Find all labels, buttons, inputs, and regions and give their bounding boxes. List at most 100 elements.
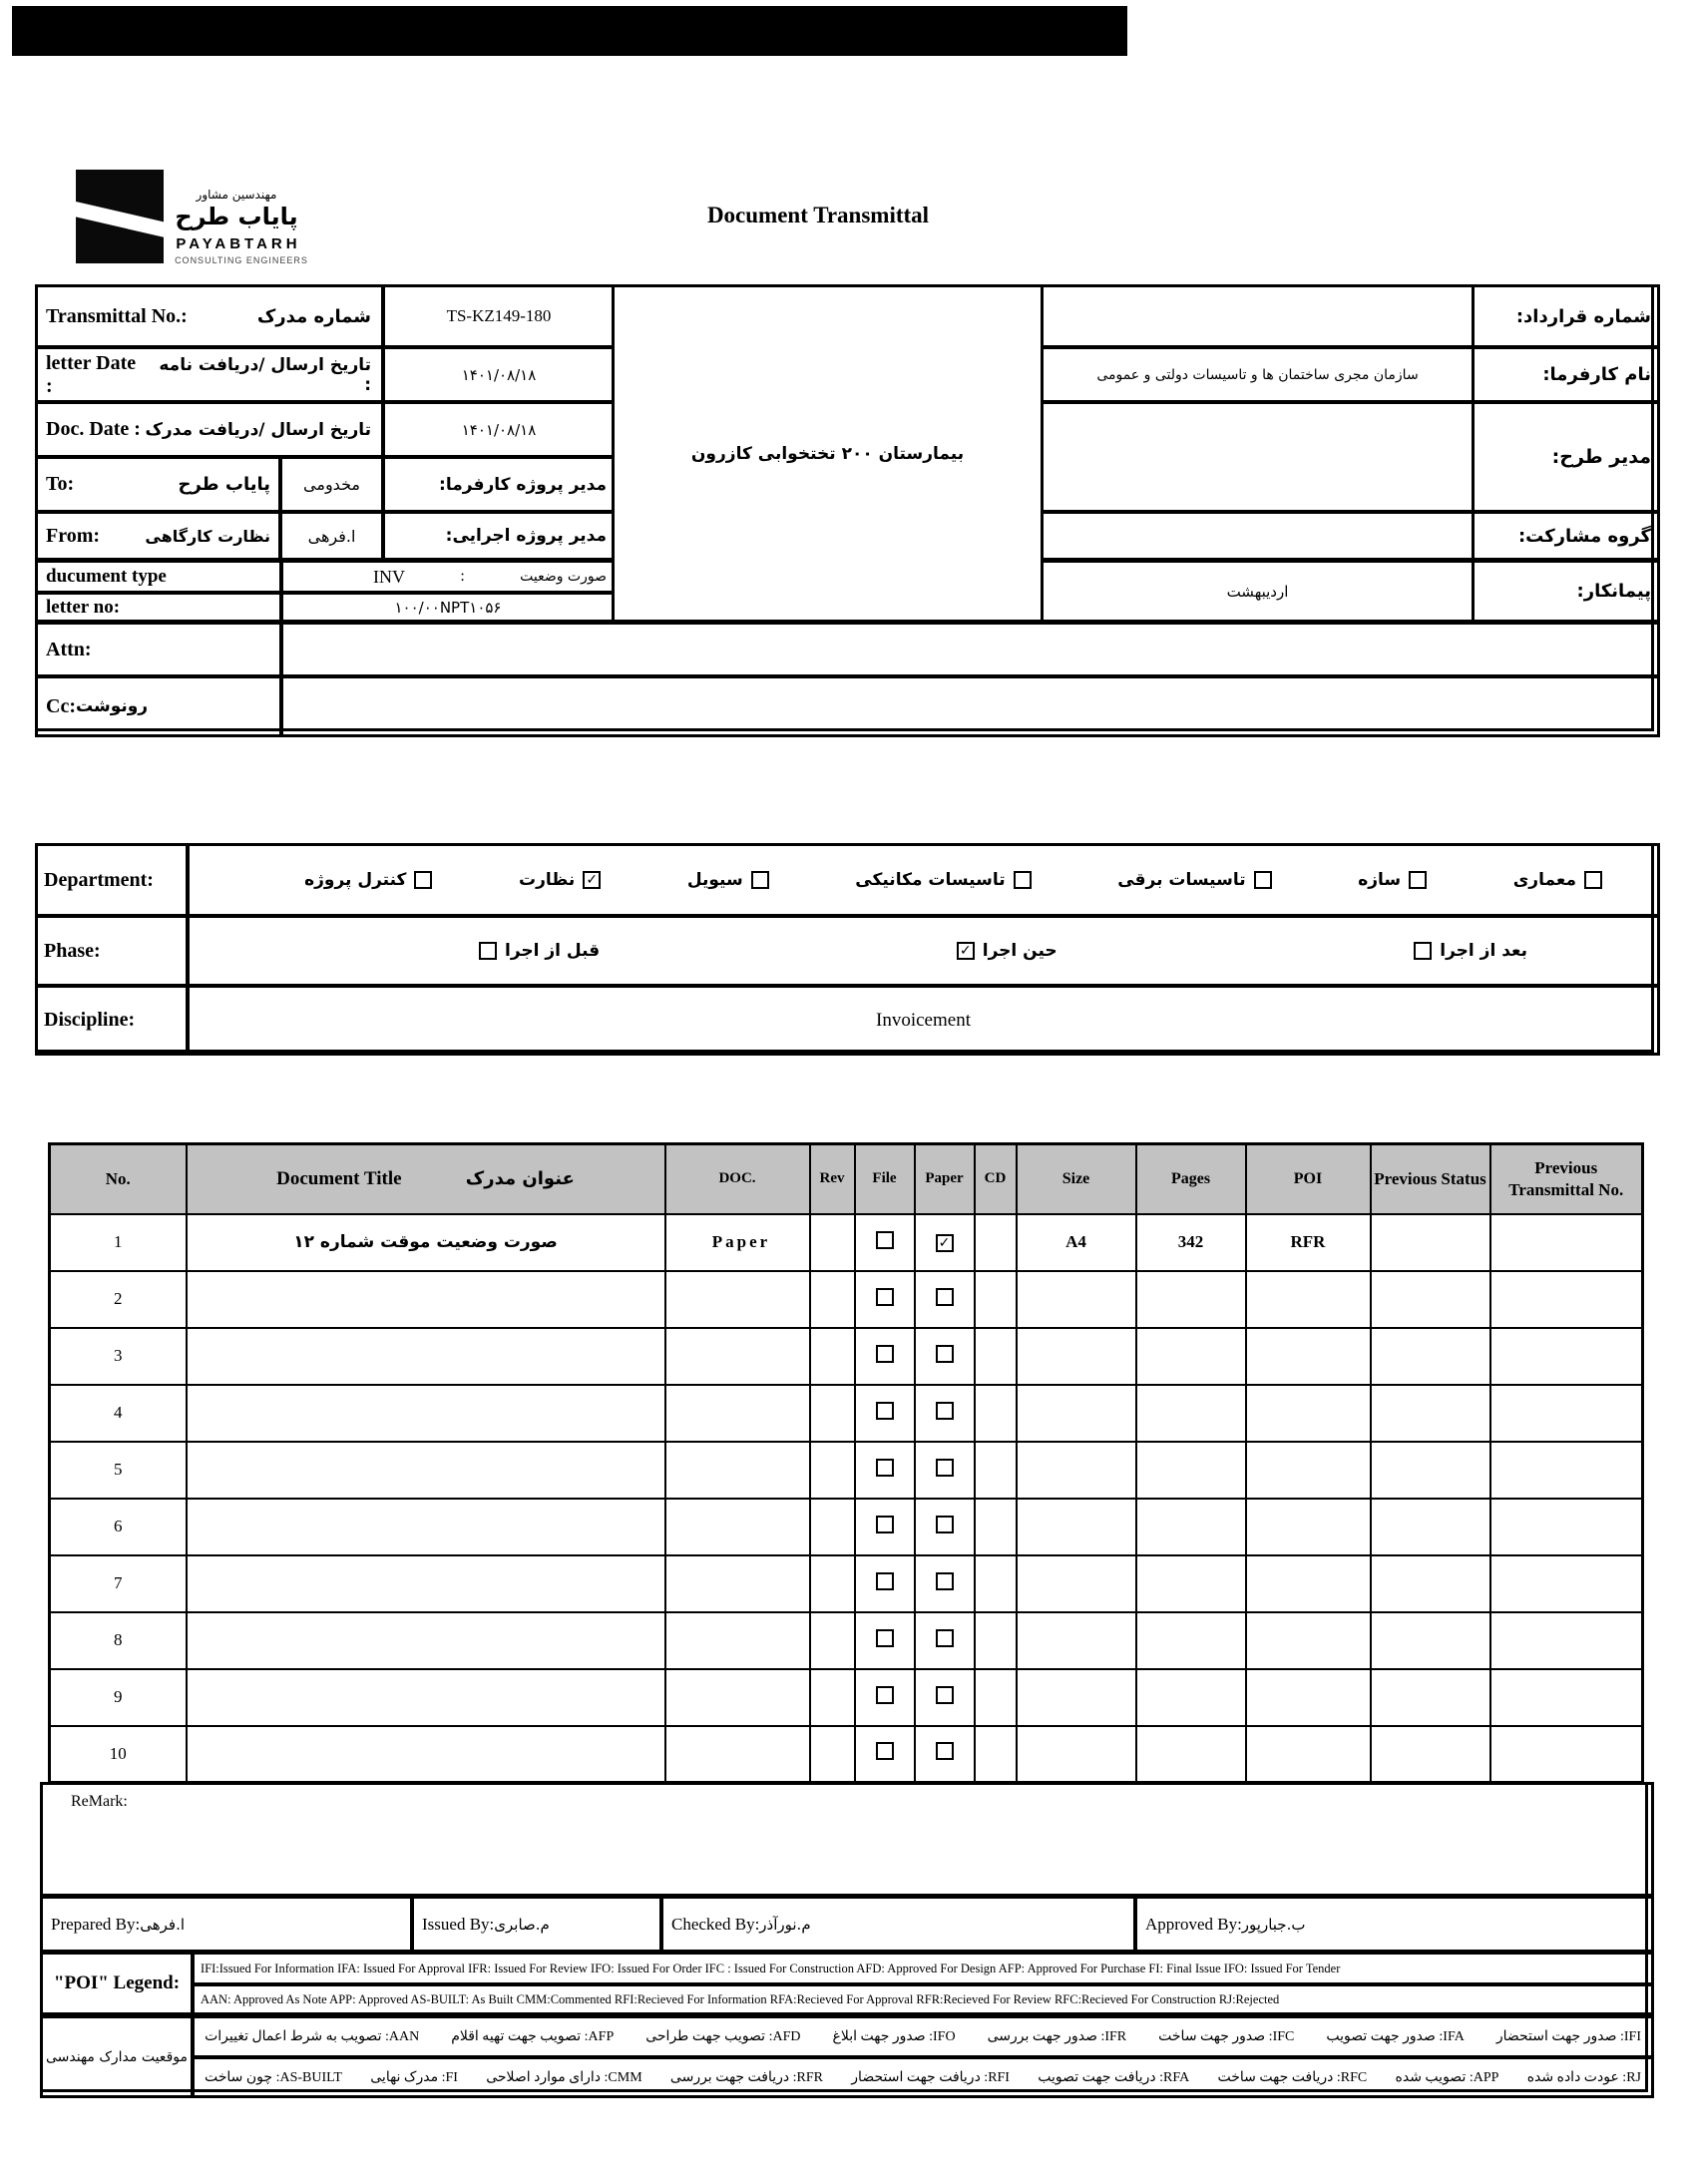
paper-checkbox[interactable]	[935, 1571, 954, 1590]
to-label: To:	[46, 473, 75, 495]
attn-label: Attn:	[35, 622, 281, 676]
transmittal-no-label-en: Transmittal No.:	[46, 304, 188, 327]
col-header-title: Document Title عنوان مدرک	[185, 1142, 666, 1215]
checkbox[interactable]: ✓	[583, 871, 602, 889]
discipline-label-cell: Discipline:	[35, 986, 188, 1056]
paper-checkbox[interactable]	[935, 1458, 954, 1477]
dept-option-civil: سیویل	[687, 870, 769, 890]
table-row: 3	[48, 1326, 1644, 1386]
scan-artifact-bar	[12, 6, 1127, 56]
doc-date-label-en: Doc. Date :	[46, 418, 141, 440]
file-checkbox[interactable]	[875, 1742, 894, 1761]
col-header-prev-transmittal: Previous Transmittal No.	[1488, 1142, 1644, 1215]
remark-label: ReMark:	[71, 1793, 128, 1810]
file-checkbox[interactable]	[875, 1685, 894, 1704]
letter-date-row: letter Date : تاریخ ارسال /دریافت نامه :	[35, 347, 383, 402]
transmittal-no-label-fa: شماره مدرک	[256, 305, 371, 327]
file-checkbox[interactable]	[875, 1287, 894, 1306]
checked-by-value: م.نورآذر	[759, 1915, 811, 1934]
poi-legend-label-cell: "POI" Legend:	[40, 1952, 193, 2015]
dept-option-supervision: ✓ نظارت	[519, 870, 602, 890]
cc-label: Cc: رونوشت	[35, 676, 281, 737]
checkbox[interactable]	[1253, 871, 1272, 889]
paper-checkbox[interactable]	[935, 1628, 954, 1647]
checkbox[interactable]: ✓	[956, 942, 975, 960]
col-header-prev-status: Previous Status	[1369, 1142, 1491, 1215]
file-checkbox[interactable]	[875, 1401, 894, 1420]
cc-value	[281, 676, 1660, 737]
paper-checkbox[interactable]	[935, 1401, 954, 1420]
col-header-no: No.	[48, 1142, 188, 1215]
doc-type-fa: صورت وضعیت	[520, 569, 607, 585]
table-row: 9	[48, 1667, 1644, 1727]
paper-checkbox[interactable]	[935, 1515, 954, 1533]
logo-en-name: PAYABTARH	[176, 235, 301, 252]
file-checkbox[interactable]	[875, 1515, 894, 1533]
from-label: From:	[46, 524, 101, 547]
file-checkbox[interactable]	[875, 1230, 894, 1249]
doc-date-label-fa: تاریخ ارسال /دریافت مدرک	[145, 419, 371, 440]
col-header-poi: POI	[1244, 1142, 1372, 1215]
letter-no-label: letter no:	[35, 593, 281, 622]
checkbox[interactable]	[1409, 871, 1428, 889]
dept-option-electrical: تاسیسات برقی	[1117, 870, 1272, 890]
phase-option-after-execution: بعد از اجرا	[1414, 941, 1527, 961]
phase-options: بعد از اجرا ✓ حین اجرا قبل از اجرا	[188, 916, 1660, 986]
project-name-cell: بیمارستان ۲۰۰ تختخوابی کازرون	[612, 284, 1044, 622]
info-table: Transmittal No.: شماره مدرک TS-KZ149-180…	[35, 284, 1660, 737]
footer-section: ReMark: Prepared By: ا.فرهی Issued By: م.ص…	[40, 1782, 1654, 2098]
doc-date-row: Doc. Date : تاریخ ارسال /دریافت مدرک	[35, 402, 383, 457]
file-checkbox[interactable]	[875, 1458, 894, 1477]
project-name: بیمارستان ۲۰۰ تختخوابی کازرون	[690, 443, 965, 464]
logo-en-tagline: CONSULTING ENGINEERS	[175, 255, 308, 265]
prepared-by-cell: Prepared By: ا.فرهی	[40, 1897, 412, 1952]
letter-date-value: ۱۴۰۱/۰۸/۱۸	[383, 347, 615, 402]
poi-legend-fa-label-cell: موقعیت مدارک مهندسی	[40, 2015, 193, 2098]
checkbox[interactable]	[1584, 871, 1602, 889]
issued-by-value: م.صابری	[494, 1915, 550, 1934]
classification-table: Department: معماری سازه تاسیسات برقی تاس…	[35, 843, 1660, 1056]
company-logo: مهندسین مشاور پایاب طرح PAYABTARH CONSUL…	[76, 170, 315, 269]
table-row: 2	[48, 1269, 1644, 1329]
to-value-fa: پایاب طرح	[178, 474, 270, 495]
contractor-value: اردیبهشت	[1041, 560, 1475, 622]
to-person: مخدومی	[280, 457, 383, 512]
dept-option-structure: سازه	[1358, 870, 1428, 890]
doc-type-colon: :	[460, 568, 465, 585]
remark-box: ReMark:	[40, 1782, 1654, 1897]
phase-option-before-execution: قبل از اجرا	[479, 941, 600, 961]
design-manager-value	[1041, 402, 1475, 512]
paper-checkbox[interactable]	[935, 1742, 954, 1761]
paper-checkbox[interactable]: ✓	[935, 1234, 954, 1252]
checked-by-cell: Checked By: م.نورآذر	[661, 1897, 1135, 1952]
poi-legend-line1: IFI:Issued For Information IFA: Issued F…	[193, 1952, 1654, 1984]
file-checkbox[interactable]	[875, 1344, 894, 1363]
file-checkbox[interactable]	[875, 1571, 894, 1590]
checkbox[interactable]	[414, 871, 433, 889]
dept-option-architecture: معماری	[1513, 870, 1602, 890]
checkbox[interactable]	[750, 871, 769, 889]
from-row: From: نظارت کارگاهی	[35, 512, 280, 560]
file-checkbox[interactable]	[875, 1628, 894, 1647]
dept-option-mechanical: تاسیسات مکانیکی	[855, 870, 1032, 890]
exec-pm-label: مدیر پروژه اجرایی:	[383, 512, 615, 560]
transmittal-no-value: TS-KZ149-180	[383, 284, 615, 347]
col-header-paper: Paper	[913, 1142, 976, 1215]
checkbox[interactable]	[1414, 942, 1433, 960]
col-header-pages: Pages	[1134, 1142, 1247, 1215]
table-row: 5	[48, 1440, 1644, 1500]
letter-date-label-en: letter Date :	[46, 351, 137, 397]
checkbox[interactable]	[479, 942, 497, 960]
table-row: 4	[48, 1383, 1644, 1443]
paper-checkbox[interactable]	[935, 1287, 954, 1306]
paper-checkbox[interactable]	[935, 1685, 954, 1704]
client-label: نام کارفرما:	[1472, 347, 1660, 402]
from-value-fa: نظارت کارگاهی	[145, 526, 270, 546]
letter-date-label-fa: تاریخ ارسال /دریافت نامه :	[159, 354, 371, 395]
checkbox[interactable]	[1013, 871, 1032, 889]
paper-checkbox[interactable]	[935, 1344, 954, 1363]
logo-fa-tagline: مهندسین مشاور	[196, 188, 277, 202]
client-pm-label: مدیر پروژه کارفرما:	[383, 457, 615, 512]
table-row: 1 صورت وضعیت موقت شماره ۱۲ Paper ✓ A4 34…	[48, 1212, 1644, 1272]
